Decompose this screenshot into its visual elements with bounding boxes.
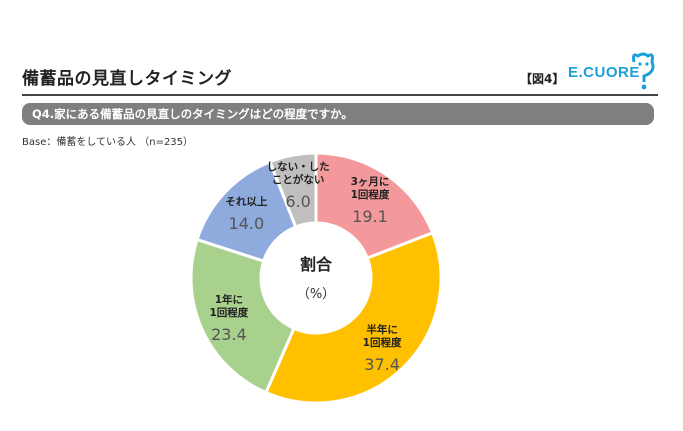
question-bar: Q4.家にある備蓄品の見直しのタイミングはどの程度ですか。 [22, 103, 654, 125]
slice-never-label: しない・した [267, 161, 330, 173]
slice-half-year-value: 37.4 [364, 355, 400, 374]
base-note: Base：備蓄をしている人 （n=235） [22, 137, 194, 148]
title-divider [22, 94, 658, 96]
slice-1-year-label: 1年に [215, 293, 243, 306]
slice-1-year-value: 23.4 [211, 325, 247, 344]
center-title: 割合 [300, 255, 333, 274]
slice-half-year [263, 230, 443, 405]
logo-text: E.CUORE [568, 64, 640, 81]
slice-half-year-label: 1回程度 [363, 336, 402, 349]
page-title: 備蓄品の見直しタイミング [22, 69, 232, 89]
center-unit: （%） [297, 287, 335, 302]
slice-never [267, 151, 318, 229]
figure-label: 【図4】 [520, 72, 565, 86]
slice-more-value: 14.0 [229, 214, 265, 233]
slice-never-value: 6.0 [285, 192, 310, 211]
slice-3-months-value: 19.1 [352, 207, 388, 226]
slice-3-months [314, 151, 435, 261]
slice-more-label: それ以上 [225, 195, 267, 208]
slice-half-year-label: 半年に [366, 323, 398, 336]
slice-1-year [189, 237, 296, 395]
slice-3-months-label: 1回程度 [351, 188, 390, 201]
question-text: Q4.家にある備蓄品の見直しのタイミングはどの程度ですか。 [32, 107, 353, 121]
slice-never-label: ことがない [272, 173, 325, 186]
slice-3-months-label: 3ヶ月に [351, 176, 390, 188]
mascot-icon [632, 52, 655, 90]
slice-1-year-label: 1回程度 [210, 306, 249, 319]
brand-logo: E.CUORE [568, 50, 658, 90]
